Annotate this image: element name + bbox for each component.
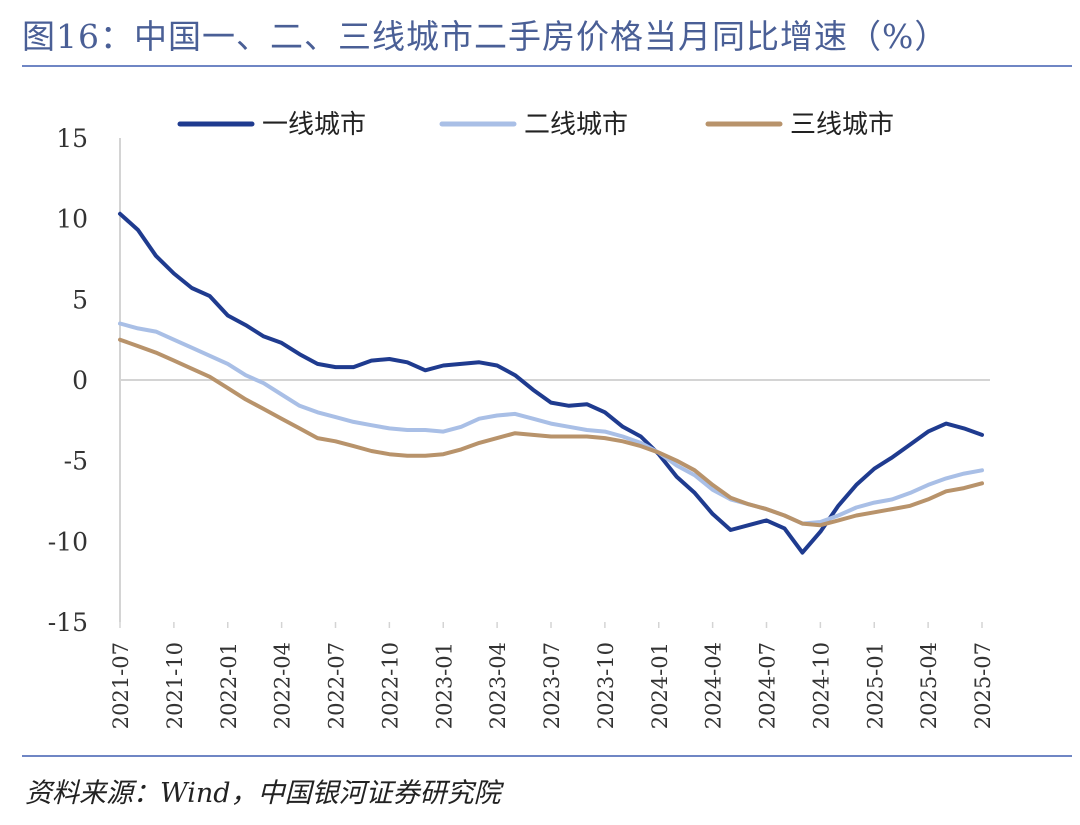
x-tick-label: 2021-10 bbox=[163, 642, 187, 729]
x-tick-label: 2022-07 bbox=[325, 642, 349, 729]
y-tick-label: 10 bbox=[56, 205, 88, 234]
legend-label-1: 一线城市 bbox=[262, 110, 366, 140]
x-tick-label: 2024-01 bbox=[648, 642, 672, 729]
y-tick-label: 0 bbox=[72, 366, 88, 395]
x-tick-label: 2023-04 bbox=[486, 642, 510, 729]
series-line-2 bbox=[118, 321, 984, 526]
x-tick-label: 2024-10 bbox=[809, 642, 833, 729]
legend-label-2: 二线城市 bbox=[524, 110, 628, 140]
y-axis: 15 10 5 0 -5 -10 -15 bbox=[48, 124, 121, 637]
x-tick-label: 2022-04 bbox=[271, 642, 295, 729]
series-line-3 bbox=[118, 337, 984, 528]
x-tick-label: 2025-07 bbox=[971, 642, 995, 729]
y-tick-label: 5 bbox=[72, 285, 88, 314]
x-axis: 2021-07 2021-10 2022-01 2022-04 2022-07 2022-… bbox=[109, 622, 995, 729]
x-tick-label: 2022-10 bbox=[378, 642, 402, 729]
title-rule bbox=[22, 65, 1072, 67]
x-tick-label: 2023-07 bbox=[540, 642, 564, 729]
x-tick-label: 2023-01 bbox=[432, 642, 456, 729]
x-tick-label: 2021-07 bbox=[109, 642, 133, 729]
x-tick-label: 2025-04 bbox=[917, 642, 941, 729]
legend: 一线城市 二线城市 三线城市 bbox=[177, 110, 894, 140]
x-tick-label: 2025-01 bbox=[863, 642, 887, 729]
series-line-1 bbox=[118, 211, 984, 555]
y-tick-label: 15 bbox=[56, 124, 88, 153]
y-tick-label: -10 bbox=[48, 527, 88, 556]
legend-label-3: 三线城市 bbox=[790, 110, 894, 140]
x-tick-label: 2024-07 bbox=[756, 642, 780, 729]
chart-title: 图16：中国一、二、三线城市二手房价格当月同比增速（%） bbox=[22, 17, 949, 56]
y-tick-label: -15 bbox=[48, 608, 88, 637]
x-tick-label: 2024-04 bbox=[702, 642, 726, 729]
source-rule bbox=[22, 755, 1072, 757]
source-note: 资料来源：Wind，中国银河证券研究院 bbox=[25, 778, 501, 809]
y-tick-label: -5 bbox=[64, 447, 88, 476]
x-tick-label: 2022-01 bbox=[217, 642, 241, 729]
x-tick-label: 2023-10 bbox=[594, 642, 618, 729]
plot-area bbox=[118, 211, 990, 555]
